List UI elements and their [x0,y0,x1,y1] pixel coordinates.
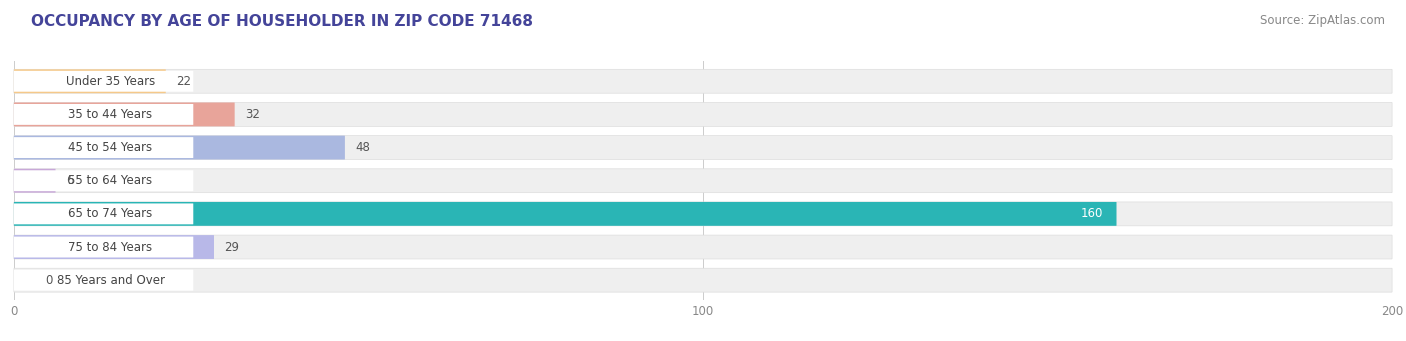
FancyBboxPatch shape [14,136,1392,160]
Text: 160: 160 [1080,207,1102,220]
FancyBboxPatch shape [14,136,344,160]
FancyBboxPatch shape [14,202,1116,226]
FancyBboxPatch shape [14,235,214,259]
Text: Under 35 Years: Under 35 Years [66,75,155,88]
Text: 65 to 74 Years: 65 to 74 Years [69,207,153,220]
FancyBboxPatch shape [14,104,193,125]
Text: 29: 29 [224,240,239,254]
Text: 75 to 84 Years: 75 to 84 Years [69,240,153,254]
FancyBboxPatch shape [14,71,193,92]
FancyBboxPatch shape [14,169,1392,193]
FancyBboxPatch shape [14,270,193,291]
Text: 55 to 64 Years: 55 to 64 Years [69,174,153,187]
FancyBboxPatch shape [14,169,55,193]
FancyBboxPatch shape [14,268,1392,292]
FancyBboxPatch shape [14,237,193,257]
FancyBboxPatch shape [14,69,1392,93]
Text: 0: 0 [45,274,52,287]
Text: 48: 48 [356,141,370,154]
FancyBboxPatch shape [14,202,1392,226]
Text: 32: 32 [245,108,260,121]
Text: 6: 6 [66,174,73,187]
FancyBboxPatch shape [14,69,166,93]
Text: 22: 22 [176,75,191,88]
Text: Source: ZipAtlas.com: Source: ZipAtlas.com [1260,14,1385,27]
FancyBboxPatch shape [14,103,235,127]
FancyBboxPatch shape [14,137,193,158]
FancyBboxPatch shape [14,235,1392,259]
FancyBboxPatch shape [14,103,1392,127]
Text: 35 to 44 Years: 35 to 44 Years [69,108,153,121]
Text: OCCUPANCY BY AGE OF HOUSEHOLDER IN ZIP CODE 71468: OCCUPANCY BY AGE OF HOUSEHOLDER IN ZIP C… [31,14,533,29]
FancyBboxPatch shape [14,170,193,191]
Text: 85 Years and Over: 85 Years and Over [56,274,165,287]
FancyBboxPatch shape [14,204,193,224]
Text: 45 to 54 Years: 45 to 54 Years [69,141,153,154]
